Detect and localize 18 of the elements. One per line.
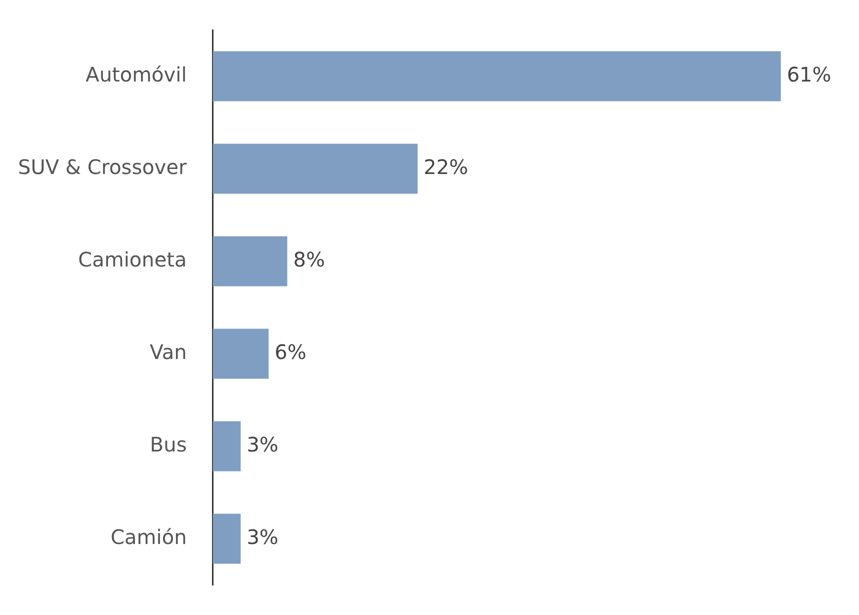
- data-label: 3%: [246, 524, 278, 549]
- y-tick-label: Automóvil: [86, 62, 187, 86]
- y-tick-label: Camioneta: [78, 247, 187, 272]
- y-tick-label: Bus: [150, 432, 187, 456]
- y-tick-label: SUV & Crossover: [18, 154, 188, 179]
- data-label: 22%: [424, 154, 468, 179]
- y-tick-label: Van: [150, 340, 187, 364]
- bar: [212, 51, 781, 102]
- data-label: 3%: [246, 432, 278, 456]
- data-label: 6%: [274, 340, 306, 364]
- bar: [212, 514, 241, 564]
- bar: [212, 144, 418, 194]
- data-label: 8%: [293, 247, 325, 272]
- data-label: 61%: [786, 62, 832, 86]
- bar: [212, 421, 241, 472]
- bar: [212, 328, 269, 379]
- y-tick-label: Camión: [110, 524, 187, 549]
- bar: [212, 236, 288, 286]
